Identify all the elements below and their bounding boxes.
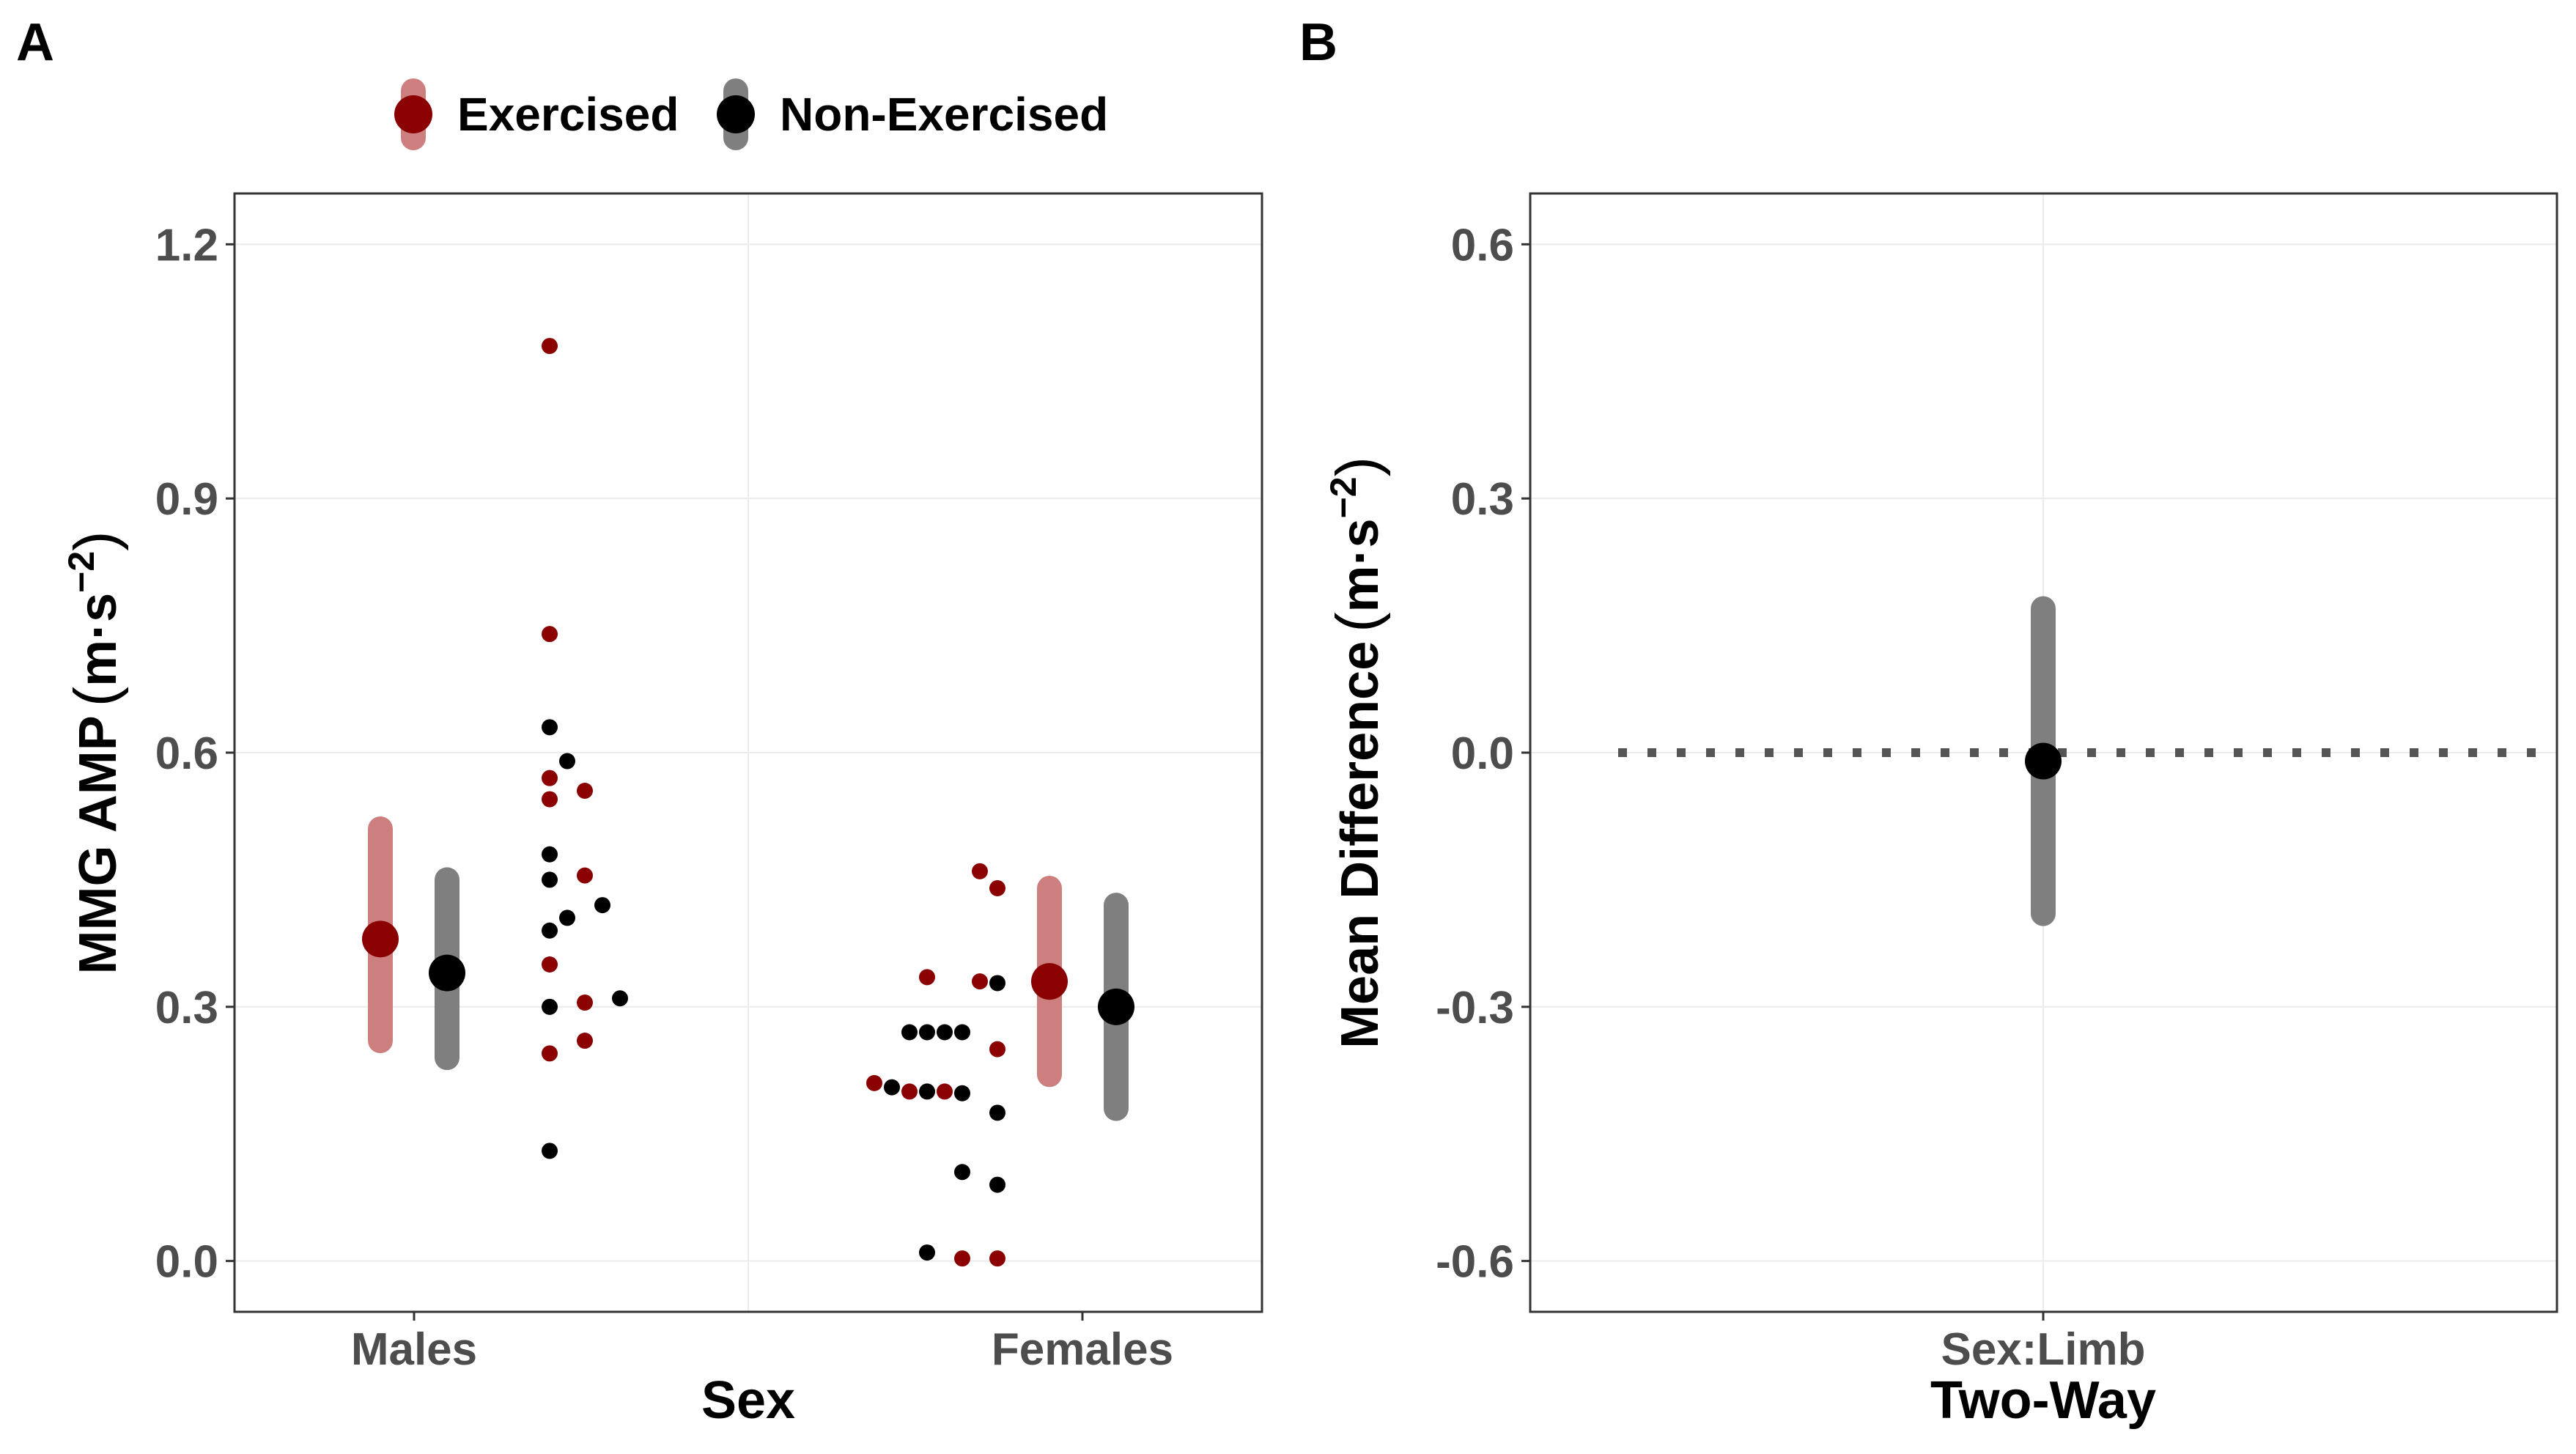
panel-a-raw-point <box>989 879 1005 896</box>
legend-key-exercised <box>394 78 432 150</box>
panel-a-gridlines <box>235 193 1262 1312</box>
panel-a-y-tick-label: 0.0 <box>155 1237 218 1288</box>
panel-a-mean-point <box>429 954 465 992</box>
panel-a-raw-point <box>559 909 575 926</box>
panel-b-y-tick-label: 0.0 <box>1451 728 1514 779</box>
panel-a-raw-point <box>954 1250 970 1267</box>
panel-a-raw-point <box>989 1176 1005 1193</box>
panel-a-mean-point <box>1031 963 1068 1000</box>
panel-b-y-axis-units: m·s <box>1331 518 1390 612</box>
panel-a-raw-point <box>542 770 558 786</box>
panel-a-raw-point <box>577 1033 593 1049</box>
panel-b-x-axis-title: Two-Way <box>1930 1371 2156 1430</box>
panel-a-raw-point <box>919 1244 935 1261</box>
panel-a-raw-point <box>577 867 593 884</box>
panel-b-y-ticks: -0.6 -0.3 0.0 0.3 0.6 <box>1436 220 1530 1288</box>
panel-a-label: A <box>16 13 54 72</box>
panel-a-raw-point <box>919 1024 935 1041</box>
panel-a-plot-border <box>233 192 1263 1313</box>
panel-a-y-ticks: 0.0 0.3 0.6 0.9 1.2 <box>155 220 235 1288</box>
panel-a-x-tick-label-females: Females <box>992 1324 1173 1375</box>
panel-a-raw-point <box>542 1143 558 1159</box>
panel-a-summary-marks <box>362 816 1134 1121</box>
panel-a-raw-point <box>542 956 558 973</box>
panel-a-raw-point <box>577 783 593 800</box>
panel-b: -0.6 -0.3 0.0 0.3 0.6 Sex:Limb Two-Way Mean … <box>1323 192 2558 1430</box>
panel-a-raw-point <box>542 338 558 355</box>
panel-a-raw-point <box>954 1164 970 1181</box>
panel-a-raw-point <box>972 863 988 879</box>
legend-label-non-exercised: Non-Exercised <box>780 88 1108 141</box>
panel-a-raw-point <box>901 1083 918 1100</box>
panel-a-raw-point <box>542 626 558 643</box>
legend-key-non-exercised <box>717 78 755 150</box>
panel-b-y-axis-title: Mean Difference(m·s−2) <box>1323 457 1391 1049</box>
panel-b-y-tick-label: -0.6 <box>1436 1237 1514 1288</box>
panel-a-x-tick-label-males: Males <box>351 1324 477 1375</box>
panel-a-raw-point <box>542 922 558 939</box>
panel-b-estimate-point <box>2025 742 2062 780</box>
panel-b-y-axis-exponent: −2 <box>1323 476 1364 518</box>
panel-b-label: B <box>1299 13 1337 72</box>
panel-a-x-ticks: Males Females <box>351 1312 1173 1375</box>
panel-a-y-tick-label: 0.9 <box>155 474 218 525</box>
panel-a-raw-point <box>972 973 988 990</box>
panel-a-raw-point <box>919 1083 935 1100</box>
panel-a-y-axis-exponent: −2 <box>61 551 102 593</box>
panel-a-raw-point <box>919 969 935 986</box>
panel-a-raw-point <box>989 1104 1005 1121</box>
panel-a-raw-point <box>989 1250 1005 1267</box>
panel-a-raw-point <box>612 990 628 1007</box>
panel-a-raw-point <box>542 998 558 1015</box>
panel-a: 0.0 0.3 0.6 0.9 1.2 Males Females Sex MMG AMP… <box>61 192 1263 1430</box>
panel-a-y-tick-label: 0.3 <box>155 983 218 1033</box>
panel-a-raw-point <box>542 719 558 736</box>
panel-a-y-tick-label: 1.2 <box>155 220 218 270</box>
panel-a-raw-point <box>954 1085 970 1101</box>
panel-a-raw-point <box>559 753 575 770</box>
panel-b-y-tick-label: 0.3 <box>1451 474 1514 525</box>
panel-a-raw-points <box>542 338 1005 1267</box>
panel-a-raw-point <box>542 846 558 863</box>
panel-a-raw-point <box>542 791 558 808</box>
panel-b-x-tick-label: Sex:Limb <box>1941 1324 2145 1375</box>
panel-a-y-tick-label: 0.6 <box>155 728 218 779</box>
panel-a-raw-point <box>937 1083 953 1100</box>
panel-a-raw-point <box>542 871 558 888</box>
panel-a-raw-point <box>884 1079 900 1096</box>
panel-a-mean-point <box>362 920 399 958</box>
panel-a-y-axis-title-main: MMG AMP <box>69 715 128 974</box>
legend-label-exercised: Exercised <box>457 88 679 141</box>
panel-a-raw-point <box>954 1024 970 1041</box>
panel-a-raw-point <box>989 1041 1005 1058</box>
panel-b-y-tick-label: 0.6 <box>1451 220 1514 270</box>
panel-a-raw-point <box>577 994 593 1011</box>
panel-b-y-axis-title-main: Mean Difference <box>1331 641 1390 1049</box>
panel-a-mean-point <box>1098 988 1134 1025</box>
panel-a-raw-point <box>542 1045 558 1062</box>
panel-a-raw-point <box>594 897 610 914</box>
panel-b-plot-border <box>1529 192 2558 1313</box>
legend: Exercised Non-Exercised <box>394 78 1108 150</box>
panel-a-x-axis-title: Sex <box>701 1371 795 1430</box>
panel-a-y-axis-title: MMG AMP(m·s−2) <box>61 531 129 975</box>
panel-b-x-ticks: Sex:Limb <box>1941 1312 2146 1375</box>
panel-b-y-tick-label: -0.3 <box>1436 983 1514 1033</box>
panel-a-raw-point <box>989 975 1005 992</box>
panel-a-raw-point <box>866 1074 882 1091</box>
panel-a-raw-point <box>937 1024 953 1041</box>
panel-a-y-axis-units: m·s <box>69 593 128 687</box>
panel-a-raw-point <box>901 1024 918 1041</box>
panel-b-estimates <box>2025 596 2062 926</box>
